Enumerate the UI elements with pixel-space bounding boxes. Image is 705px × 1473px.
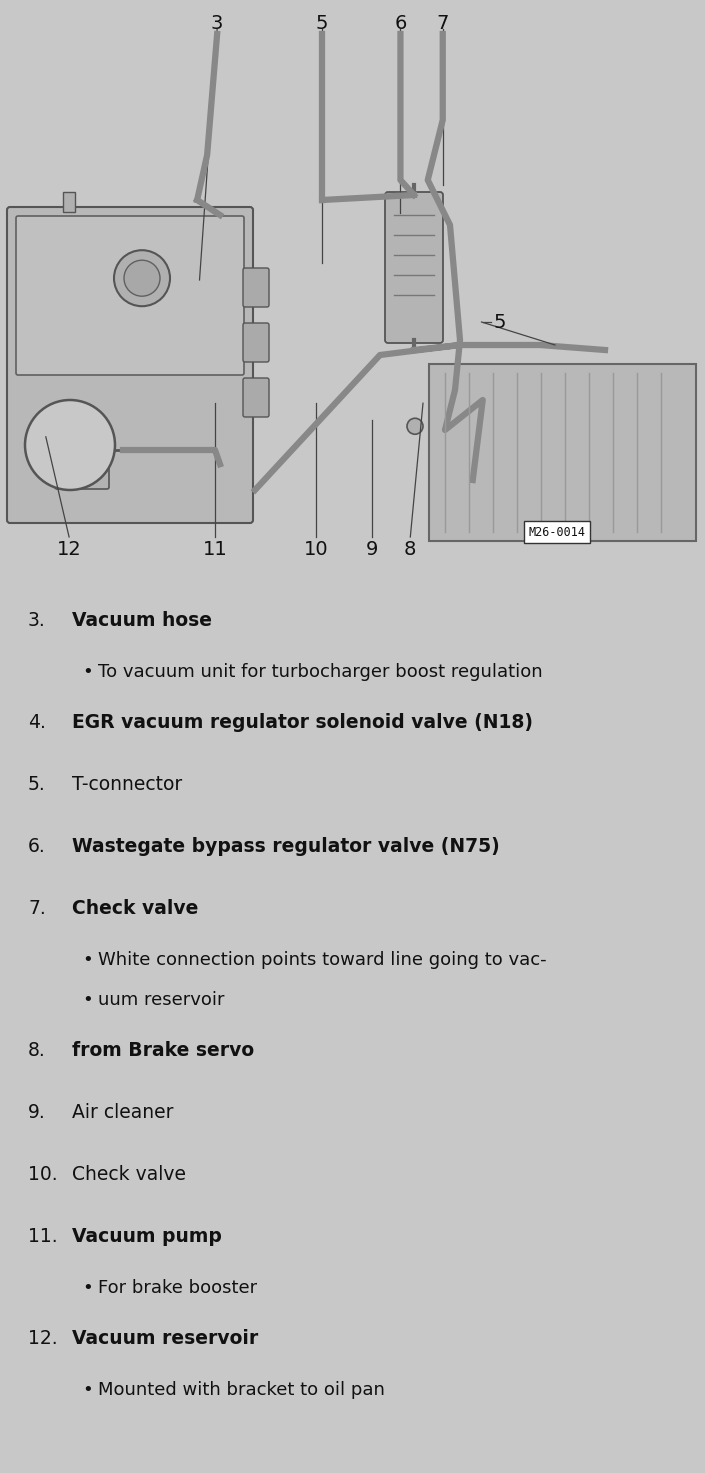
Text: 6.: 6.: [28, 837, 46, 856]
Circle shape: [407, 418, 423, 435]
Text: 11: 11: [202, 541, 228, 558]
Text: Mounted with bracket to oil pan: Mounted with bracket to oil pan: [98, 1382, 385, 1399]
FancyBboxPatch shape: [429, 364, 696, 541]
Text: 5: 5: [316, 15, 329, 32]
Text: 9: 9: [365, 541, 378, 558]
FancyBboxPatch shape: [243, 268, 269, 306]
Text: •: •: [82, 952, 93, 969]
FancyBboxPatch shape: [7, 208, 253, 523]
Text: Vacuum hose: Vacuum hose: [72, 611, 212, 630]
Text: 12.: 12.: [28, 1329, 58, 1348]
FancyBboxPatch shape: [243, 379, 269, 417]
Text: •: •: [82, 991, 93, 1009]
Text: 5.: 5.: [28, 775, 46, 794]
Text: Vacuum reservoir: Vacuum reservoir: [72, 1329, 258, 1348]
Text: EGR vacuum regulator solenoid valve (N18): EGR vacuum regulator solenoid valve (N18…: [72, 713, 533, 732]
Text: •: •: [82, 1279, 93, 1298]
Text: Air cleaner: Air cleaner: [72, 1103, 173, 1122]
Circle shape: [25, 401, 115, 491]
FancyBboxPatch shape: [385, 191, 443, 343]
Text: 4.: 4.: [28, 713, 46, 732]
Text: uum reservoir: uum reservoir: [98, 991, 224, 1009]
FancyBboxPatch shape: [55, 426, 109, 489]
Text: To vacuum unit for turbocharger boost regulation: To vacuum unit for turbocharger boost re…: [98, 663, 543, 681]
Text: 11.: 11.: [28, 1227, 58, 1246]
Text: T-connector: T-connector: [72, 775, 183, 794]
Text: White connection points toward line going to vac-: White connection points toward line goin…: [98, 952, 546, 969]
Text: Wastegate bypass regulator valve (N75): Wastegate bypass regulator valve (N75): [72, 837, 500, 856]
Text: 3.: 3.: [28, 611, 46, 630]
Text: Check valve: Check valve: [72, 1165, 186, 1184]
Text: •: •: [82, 1382, 93, 1399]
FancyBboxPatch shape: [16, 217, 244, 376]
Text: For brake booster: For brake booster: [98, 1279, 257, 1298]
Text: •: •: [82, 663, 93, 681]
Text: 10: 10: [304, 541, 328, 558]
Text: Check valve: Check valve: [72, 899, 198, 918]
Text: M26-0014: M26-0014: [529, 526, 585, 539]
Text: 7.: 7.: [28, 899, 46, 918]
Text: 8.: 8.: [28, 1041, 46, 1061]
Text: 3: 3: [211, 15, 223, 32]
FancyBboxPatch shape: [243, 323, 269, 362]
Text: 7: 7: [436, 15, 449, 32]
Text: Vacuum pump: Vacuum pump: [72, 1227, 222, 1246]
Bar: [63, 191, 75, 212]
Text: from Brake servo: from Brake servo: [72, 1041, 254, 1061]
Text: 10.: 10.: [28, 1165, 58, 1184]
Circle shape: [124, 261, 160, 296]
Circle shape: [114, 250, 170, 306]
Text: 6: 6: [394, 15, 407, 32]
Text: 9.: 9.: [28, 1103, 46, 1122]
Text: 12: 12: [56, 541, 82, 558]
Text: 5: 5: [493, 312, 506, 331]
Text: 8: 8: [404, 541, 417, 558]
